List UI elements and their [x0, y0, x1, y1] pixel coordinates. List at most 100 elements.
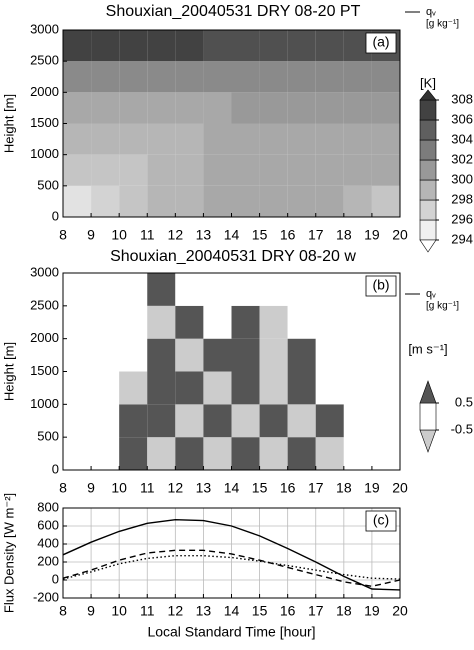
y-axis-label: Height [m] — [1, 342, 16, 401]
x-tick-label: 15 — [252, 480, 268, 496]
cell — [259, 123, 288, 155]
cell — [231, 437, 260, 470]
cell — [119, 273, 148, 306]
cell — [343, 123, 372, 155]
cell — [91, 61, 120, 93]
cell — [259, 92, 288, 124]
y-tick-label: 2500 — [30, 53, 59, 68]
y-tick-label: 0 — [52, 208, 59, 223]
cell — [231, 305, 260, 339]
cell — [315, 154, 344, 186]
cell — [259, 404, 288, 438]
x-tick-label: 17 — [308, 227, 324, 243]
cell — [231, 30, 260, 62]
x-tick-label: 19 — [364, 480, 380, 496]
cell — [91, 273, 120, 306]
cell — [147, 61, 176, 93]
cell — [119, 404, 148, 438]
cell — [371, 305, 400, 339]
y-axis-label: Height [m] — [1, 94, 16, 153]
cell — [175, 154, 204, 186]
cell — [203, 273, 232, 306]
cell — [63, 30, 92, 62]
colorbar-tick-label: 302 — [451, 151, 473, 166]
x-tick-label: 13 — [196, 480, 212, 496]
cell — [63, 123, 92, 155]
cell — [119, 371, 148, 405]
cell — [91, 305, 120, 339]
y-tick-label: 600 — [37, 517, 59, 532]
cell — [119, 61, 148, 93]
cell — [63, 92, 92, 124]
cell — [175, 305, 204, 339]
cell — [371, 371, 400, 405]
cell — [147, 123, 176, 155]
y-tick-label: 800 — [37, 499, 59, 514]
cell — [315, 273, 344, 306]
cell — [343, 185, 372, 217]
cell — [203, 154, 232, 186]
cell — [259, 61, 288, 93]
cell — [119, 30, 148, 62]
cell — [91, 92, 120, 124]
cell — [259, 437, 288, 470]
cell — [287, 404, 316, 438]
x-tick-label: 18 — [336, 480, 352, 496]
x-tick-label: 18 — [336, 603, 352, 619]
cell — [203, 61, 232, 93]
y-tick-label: 2000 — [30, 84, 59, 99]
line — [62, 555, 401, 580]
cell — [203, 404, 232, 438]
cell — [343, 92, 372, 124]
x-tick-label: 12 — [168, 227, 184, 243]
cell — [231, 123, 260, 155]
x-tick-label: 9 — [87, 480, 95, 496]
colorbar-box — [419, 159, 437, 181]
x-tick-label: 10 — [111, 480, 127, 496]
colorbar-box — [419, 139, 437, 161]
y-tick-label: 1000 — [30, 146, 59, 161]
colorbar-end — [419, 429, 437, 453]
cell — [371, 185, 400, 217]
cell — [371, 61, 400, 93]
x-tick-label: 14 — [224, 227, 240, 243]
cell — [63, 338, 92, 372]
x-tick-label: 20 — [392, 480, 408, 496]
cell — [119, 305, 148, 339]
cell — [371, 92, 400, 124]
cell — [175, 123, 204, 155]
x-tick-label: 16 — [280, 480, 296, 496]
cell — [91, 30, 120, 62]
colorbar-tick-label: -0.5 — [451, 421, 473, 436]
legend-name: qᵥ — [426, 288, 436, 300]
cell — [147, 371, 176, 405]
x-tick-label: 20 — [392, 227, 408, 243]
cell — [371, 404, 400, 438]
cell — [147, 154, 176, 186]
cell — [259, 371, 288, 405]
cell — [371, 437, 400, 470]
cell — [231, 404, 260, 438]
x-tick-label: 18 — [336, 227, 352, 243]
x-tick-label: 12 — [168, 480, 184, 496]
cell — [343, 61, 372, 93]
chart-title: Shouxian_20040531 DRY 08-20 PT — [106, 3, 361, 20]
cell — [259, 30, 288, 62]
colorbar-label: [K] — [420, 75, 436, 90]
cell — [343, 437, 372, 470]
panel-label: (c) — [373, 512, 389, 528]
cell — [203, 338, 232, 372]
colorbar-tick-label: 298 — [451, 191, 473, 206]
x-tick-label: 17 — [308, 480, 324, 496]
legend-name: qᵥ — [426, 6, 436, 18]
cell — [63, 305, 92, 339]
x-tick-label: 13 — [196, 227, 212, 243]
cell — [259, 305, 288, 339]
y-tick-label: 0 — [52, 571, 59, 586]
cell — [343, 338, 372, 372]
panel-label-box — [365, 275, 397, 297]
legend-unit: [g kg⁻¹] — [426, 301, 459, 312]
colorbar-box — [419, 179, 437, 201]
x-tick-label: 9 — [87, 227, 95, 243]
